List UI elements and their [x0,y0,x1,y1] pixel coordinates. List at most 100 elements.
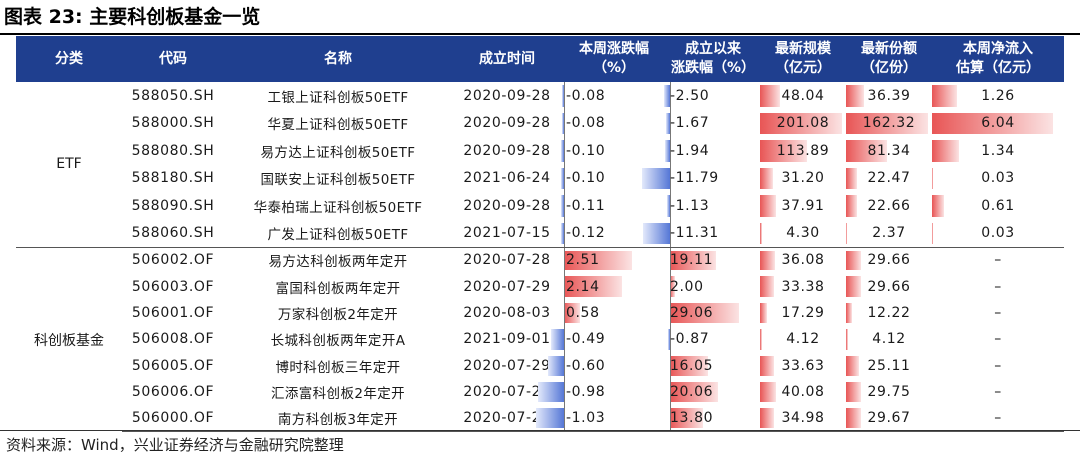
weekly-net-inflow-cell: 6.04 [932,110,1064,138]
data-bar [641,167,670,189]
fund-name-cell: 广发上证科创板50ETF [267,227,409,243]
weekly-change-cell: -0.60 [547,352,666,379]
fund-code-cell: 588060.SH [131,225,215,241]
data-bar [760,302,768,324]
data-bar [760,276,774,297]
bar-value: 0.58 [566,304,600,321]
header-latest-size: 最新规模 （亿元） [760,36,846,82]
latest-shares-cell: 29.75 [846,379,932,405]
bar-value: 20.06 [670,384,714,401]
zero-axis-line [669,405,671,432]
data-bar [667,195,670,217]
inception-date-cell: 2020-09-28 [463,197,551,214]
latest-shares-cell: 29.67 [846,405,932,433]
bar-value: 0.03 [981,225,1015,241]
data-bar [846,408,861,429]
zero-axis-line [669,326,671,353]
data-bar [932,85,958,107]
data-bar [564,276,622,297]
bar-value: 0.03 [981,170,1015,187]
inception-date-cell: 2020-07-28 [452,246,562,274]
table-row: 588000.SH 华夏上证科创板50ETF 2020-09-28 -0.08 -1.6… [16,109,1064,138]
table-row: 506005.OF 博时科创板三年定开 2020-07-29 -0.60 16.05 33… [16,352,1064,379]
zero-axis-line [564,219,566,247]
data-bar [760,195,776,217]
table-row: 506001.OF 万家科创板2年定开 2020-08-03 0.58 29.06 17.… [16,299,1064,327]
fund-code-cell: 506002.OF [122,246,224,274]
header-latest-shares: 最新份额 （亿份） [846,36,932,82]
latest-size-cell: 17.29 [760,300,846,326]
category-cell: ETF [56,156,82,173]
data-bar [846,250,861,271]
fund-name-cell: 长城科创板两年定开A [270,333,406,350]
data-bar [547,355,565,376]
bar-value: 34.98 [781,410,825,427]
data-bar [846,140,888,162]
latest-size-cell: 36.08 [760,246,846,274]
fund-name-cell: 博时科创板三年定开 [275,359,401,376]
latest-shares-cell: 25.11 [846,353,932,379]
zero-axis-line [669,164,671,192]
data-bar [932,112,1053,134]
data-bar [932,140,959,162]
latest-size-cell: 33.38 [760,273,846,299]
bar-value: -0.49 [566,331,606,348]
bar-value: 81.34 [867,142,911,159]
data-bar [760,222,762,244]
fund-name-cell: 易方达科创板两年定开 [224,246,452,274]
bar-value: 29.66 [867,252,911,269]
bar-value: 36.08 [781,252,825,269]
zero-axis-line [564,299,566,327]
bar-value: – [994,304,1002,321]
bar-value: -1.13 [670,197,710,214]
weekly-change-cell: -0.98 [537,378,666,406]
inception-date-cell: 2021-09-01 [463,331,551,348]
since-inception-cell: 19.11 [666,246,760,274]
bar-value: 40.08 [781,384,825,401]
bar-value: 19.11 [670,252,714,269]
fund-code-cell: 506006.OF [131,384,215,401]
bar-value: – [994,278,1002,295]
weekly-net-inflow-cell: – [932,246,1064,274]
bar-value: 29.06 [670,304,714,321]
bar-value: 16.05 [670,357,714,374]
data-bar [846,381,862,403]
fund-code-cell: 588000.SH [131,115,215,132]
latest-size-cell: 4.30 [760,220,846,248]
data-bar [550,329,565,350]
data-bar [537,381,565,403]
zero-axis-line [564,326,566,353]
weekly-net-inflow-cell: – [932,273,1064,299]
data-bar [665,112,670,134]
bar-value: 29.75 [867,384,911,401]
weekly-net-inflow-cell: – [932,379,1064,405]
bar-value: 1.34 [981,142,1015,159]
data-bar [760,329,762,350]
fund-code-cell: 506005.OF [131,357,215,374]
latest-shares-cell: 162.32 [846,110,932,138]
weekly-net-inflow-cell: 0.03 [932,165,1064,193]
data-bar [561,167,565,189]
zero-axis-line [669,378,671,406]
bar-value: 113.89 [776,142,830,159]
table-row: 506003.OF 富国科创板两年定开 2020-07-29 2.14 2.00 33.3… [16,273,1064,300]
latest-size-cell: 31.20 [760,165,846,193]
weekly-net-inflow-cell: 1.34 [932,137,1064,165]
fund-name-cell: 富国科创板两年定开 [275,280,401,297]
bar-value: -2.50 [670,87,710,104]
data-bar [932,167,933,189]
latest-shares-cell: 29.66 [846,246,932,274]
bar-value: 2.14 [566,278,600,295]
data-bar [846,167,858,189]
fund-code-cell: 588080.SH [131,142,215,159]
data-bar [932,222,933,244]
inception-date-cell: 2020-09-28 [463,115,551,132]
inception-date-cell: 2020-09-28 [463,87,551,104]
data-bar [846,85,865,107]
inception-date-cell: 2020-07-29 [463,278,551,295]
weekly-net-inflow-cell: – [932,300,1064,326]
weekly-net-inflow-cell: 1.26 [932,82,1064,110]
fund-code-cell: 588090.SH [131,197,215,214]
header-code: 代码 [122,36,224,82]
fund-name-cell: 华夏上证科创板50ETF [267,117,409,134]
